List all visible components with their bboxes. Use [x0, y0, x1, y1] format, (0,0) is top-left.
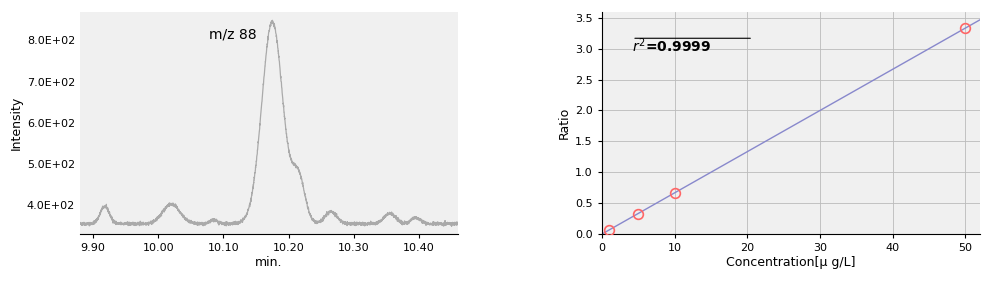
X-axis label: Concentration[μ g/L]: Concentration[μ g/L] — [726, 256, 856, 269]
Text: $r^2$=0.9999: $r^2$=0.9999 — [632, 36, 711, 55]
X-axis label: min.: min. — [255, 256, 283, 269]
Y-axis label: Ratio: Ratio — [558, 107, 571, 139]
Text: m/z 88: m/z 88 — [209, 27, 256, 41]
Y-axis label: Intensity: Intensity — [10, 96, 23, 150]
